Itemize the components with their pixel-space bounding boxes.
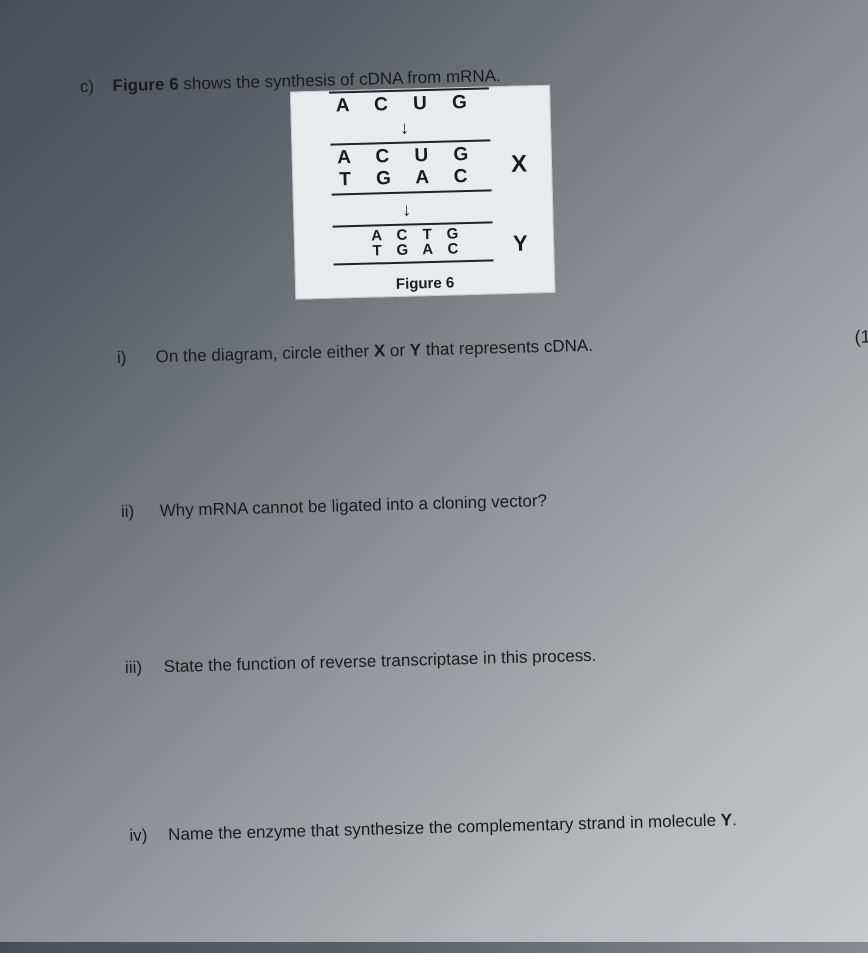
fig-seq-top: A C U G <box>331 92 482 118</box>
page-surface: c) Figure 6 shows the synthesis of cDNA … <box>0 0 868 953</box>
fig-pair-2-top: T <box>422 227 432 242</box>
fig-label-x: X <box>511 150 528 178</box>
question-iii: iii) State the function of reverse trans… <box>125 646 597 678</box>
fig-pair-0-bot: T <box>372 243 382 258</box>
figure-caption-bold: Figure 6 <box>396 274 455 293</box>
fig-pair-1-bot: G <box>396 243 408 258</box>
qiv-pre: Name the enzyme that synthesize the comp… <box>168 811 721 844</box>
fig-pair-3: GC <box>446 226 458 256</box>
part-c-figure-ref: Figure 6 <box>112 75 179 96</box>
fig-basepairs: AT CG TA GC <box>335 225 496 259</box>
fig-pair-1: CG <box>396 228 408 258</box>
qi-mid: or <box>385 341 410 361</box>
qi-pre: On the diagram, circle either <box>155 342 374 367</box>
qi-x: X <box>374 341 386 360</box>
fig-seq-mid-bot: T G A C <box>333 166 484 192</box>
fig-arrow-2: ↓ <box>402 200 412 221</box>
fig-pair-3-top: G <box>446 226 458 241</box>
qi-y: Y <box>409 340 421 359</box>
fig-label-y: Y <box>513 230 528 256</box>
question-iv: iv) Name the enzyme that synthesize the … <box>129 810 737 846</box>
qiii-num: iii) <box>125 657 160 678</box>
question-i: i) On the diagram, circle either X or Y … <box>117 336 594 368</box>
fig-pair-0: AT <box>371 228 383 258</box>
fig-rule-3b <box>334 259 494 265</box>
fig-pair-3-bot: C <box>447 241 458 256</box>
question-ii: ii) Why mRNA cannot be ligated into a cl… <box>121 491 548 522</box>
fig-pair-2-bot: A <box>422 242 433 257</box>
qi-num: i) <box>117 347 152 368</box>
figure-6-box: A C U G ↓ A C U G T G A C X ↓ AT CG TA G… <box>290 85 555 300</box>
mark-fragment: (1 <box>854 327 868 348</box>
qiv-post: . <box>732 810 737 829</box>
figure-caption: Figure 6 <box>296 272 554 296</box>
qi-post: that represents cDNA. <box>421 336 593 359</box>
fig-pair-1-top: C <box>396 228 407 243</box>
part-c-label: c) <box>80 76 109 97</box>
fig-arrow-1: ↓ <box>400 118 410 139</box>
qiv-y: Y <box>720 810 732 829</box>
qii-text: Why mRNA cannot be ligated into a clonin… <box>159 491 547 520</box>
fig-pair-2: TA <box>422 227 434 257</box>
qii-num: ii) <box>121 501 156 522</box>
qiv-num: iv) <box>129 825 164 846</box>
fig-pair-0-top: A <box>371 228 382 243</box>
qiii-text: State the function of reverse transcript… <box>164 646 597 676</box>
